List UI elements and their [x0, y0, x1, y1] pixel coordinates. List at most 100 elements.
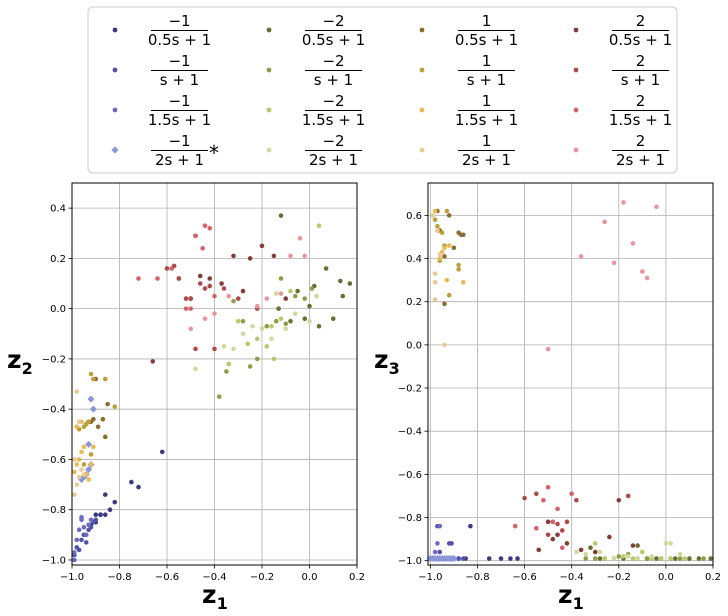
data-point	[673, 556, 678, 561]
data-point	[437, 549, 443, 555]
x-tick-label: −0.6	[155, 572, 179, 583]
data-point	[295, 288, 300, 294]
data-point	[677, 551, 683, 557]
legend-denominator: s + 1	[621, 71, 660, 89]
legend-marker	[112, 107, 118, 113]
data-point	[207, 225, 213, 231]
data-point	[247, 256, 253, 261]
data-point	[245, 341, 251, 347]
data-point	[72, 557, 77, 563]
data-point	[534, 526, 539, 531]
data-point	[288, 318, 293, 324]
data-point	[323, 266, 329, 271]
legend-entry: 2s + 1	[573, 52, 669, 89]
series	[72, 419, 96, 482]
data-point	[83, 532, 89, 538]
data-point	[564, 519, 570, 525]
data-point	[264, 323, 270, 329]
legend-entry: −1s + 1	[112, 52, 208, 89]
data-point	[602, 219, 607, 225]
right-x-axis-label: z1	[558, 580, 584, 613]
data-point	[302, 296, 308, 301]
legend-entry: 1s + 1	[419, 52, 515, 89]
data-point	[435, 223, 440, 229]
legend-marker	[112, 27, 118, 33]
data-point	[74, 482, 80, 487]
y-tick-label: −0.8	[398, 513, 422, 524]
data-point	[347, 281, 353, 286]
data-point	[550, 519, 556, 525]
data-point	[188, 296, 194, 301]
left-x-axis-label: z1	[202, 580, 228, 613]
y-tick-label: −1.0	[42, 555, 66, 566]
data-point	[545, 532, 551, 538]
data-point	[696, 556, 702, 561]
legend-denominator: 0.5s + 1	[302, 31, 365, 49]
series	[574, 541, 683, 561]
data-point	[102, 492, 108, 497]
legend-entry: −22s + 1	[266, 132, 362, 169]
legend-denominator: 2s + 1	[309, 151, 358, 169]
data-point	[687, 556, 692, 561]
y-tick-label: 0.0	[50, 304, 66, 315]
series	[72, 514, 94, 563]
y-tick-label: −0.2	[398, 384, 422, 395]
legend-denominator: 1.5s + 1	[302, 111, 365, 129]
series	[72, 389, 87, 497]
data-point	[79, 467, 84, 472]
legend-numerator: −2	[322, 12, 344, 30]
data-point	[555, 521, 560, 527]
x-tick-label: −0.2	[250, 572, 274, 583]
series	[536, 497, 636, 555]
data-point	[644, 556, 650, 561]
data-point	[207, 276, 213, 281]
data-point	[616, 497, 622, 503]
data-point	[574, 497, 579, 503]
legend-entry: 22s + 1	[573, 132, 669, 169]
x-tick-label: 0.2	[705, 572, 721, 583]
data-point	[212, 346, 217, 352]
data-point	[85, 440, 93, 448]
legend-entry: −20.5s + 1	[266, 12, 365, 49]
data-point	[74, 389, 80, 394]
data-point	[89, 405, 97, 413]
left-grid	[71, 183, 358, 565]
data-point	[155, 276, 160, 281]
x-tick-label: −0.2	[607, 572, 631, 583]
data-point	[269, 336, 274, 342]
data-point	[663, 541, 669, 546]
data-point	[545, 346, 551, 352]
data-point	[435, 541, 440, 546]
data-point	[271, 356, 277, 362]
data-point	[442, 301, 447, 307]
data-point	[555, 532, 560, 538]
data-point	[456, 262, 461, 268]
data-point	[432, 208, 438, 214]
data-point	[129, 479, 134, 485]
data-point	[456, 267, 461, 272]
data-point	[446, 213, 452, 218]
data-point	[621, 554, 626, 559]
data-point	[630, 241, 636, 246]
data-point	[278, 276, 284, 281]
legend-denominator: 1.5s + 1	[148, 111, 211, 129]
data-point	[435, 228, 440, 233]
data-point	[159, 449, 165, 455]
data-point	[212, 311, 217, 316]
data-point	[432, 297, 438, 302]
data-point	[292, 293, 298, 299]
data-point	[588, 545, 593, 551]
data-point	[81, 472, 87, 477]
right-grid	[428, 183, 714, 565]
series	[512, 485, 574, 551]
data-point	[635, 556, 640, 561]
data-point	[578, 547, 584, 553]
data-point	[625, 493, 631, 499]
x-tick-label: −0.6	[512, 572, 536, 583]
data-point	[150, 359, 156, 364]
data-point	[91, 376, 96, 382]
data-point	[297, 235, 303, 241]
data-point	[708, 556, 713, 561]
series	[216, 276, 315, 399]
legend-numerator: −1	[168, 92, 190, 110]
